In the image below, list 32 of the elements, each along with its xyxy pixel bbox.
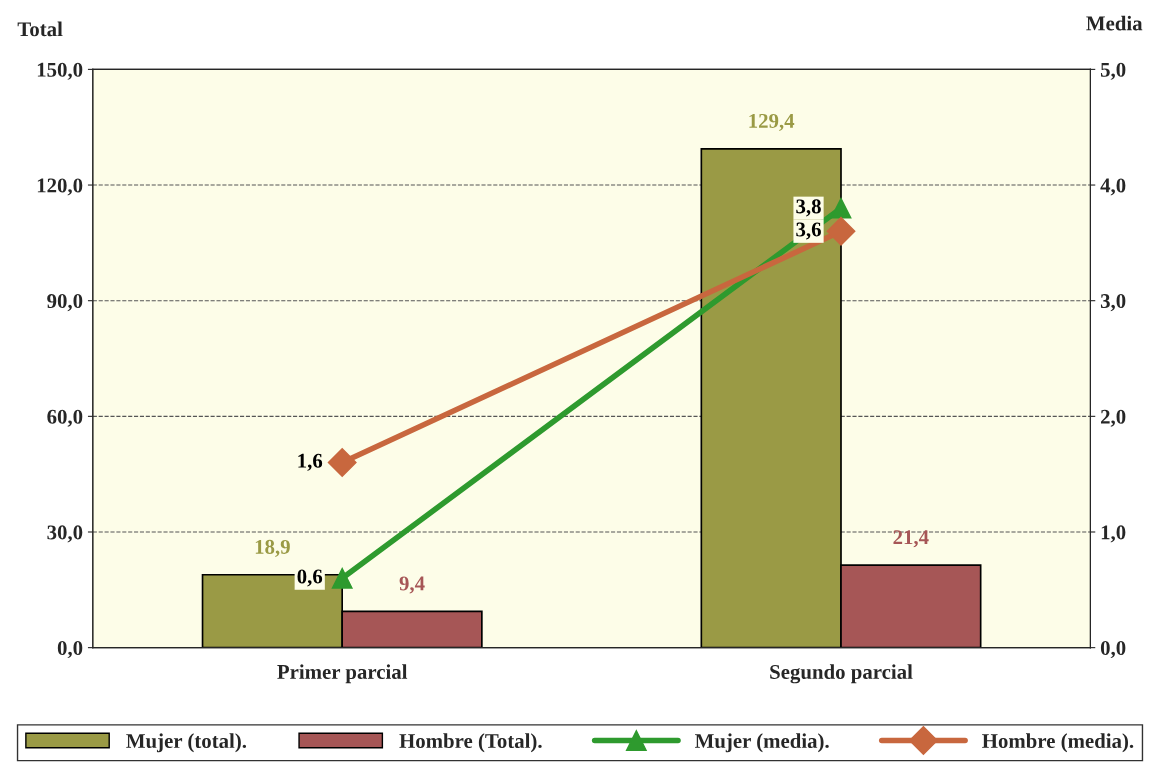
- y2-tick-label: 4,0: [1100, 178, 1126, 196]
- legend-label: Hombre (media).: [982, 733, 1134, 753]
- point: [826, 216, 856, 246]
- y2-tick-label: 3,0: [1100, 294, 1126, 312]
- data-label: 3,6: [796, 222, 821, 240]
- legend-label: Mujer (total).: [126, 733, 247, 753]
- y-tick-label: 150,0: [37, 62, 83, 80]
- y2-tick-label: 1,0: [1101, 525, 1126, 543]
- y2-tick-label: 2,0: [1101, 409, 1126, 427]
- y2-tick-label: 5,0: [1100, 62, 1126, 80]
- x-tick-label: Segundo parcial: [770, 664, 913, 684]
- y-tick-label: 0,0: [57, 641, 83, 659]
- legend-label: Mujer (media).: [695, 733, 829, 753]
- data-label: 0,6: [297, 569, 323, 587]
- data-label: 129,4: [749, 113, 795, 131]
- y-tick-label: 30,0: [47, 525, 83, 543]
- data-label: 3,8: [796, 199, 821, 217]
- data-label: 18,9: [255, 539, 290, 557]
- point: [327, 448, 357, 478]
- y-tick-label: 60,0: [47, 409, 83, 427]
- legend-label: Hombre (Total).: [399, 733, 542, 753]
- data-label: 9,4: [399, 576, 425, 594]
- y-tick-label: 90,0: [47, 294, 83, 312]
- x-tick-label: Primer parcial: [277, 664, 408, 684]
- point: [830, 197, 852, 219]
- y2-tick-label: 0,0: [1100, 641, 1126, 659]
- data-label: 1,6: [298, 453, 323, 471]
- y2-axis-title: Media: [1086, 15, 1143, 31]
- data-label: 21,4: [893, 530, 929, 548]
- point: [331, 567, 353, 589]
- y-tick-label: 120,0: [37, 178, 83, 196]
- y-axis-title: Total: [17, 21, 63, 37]
